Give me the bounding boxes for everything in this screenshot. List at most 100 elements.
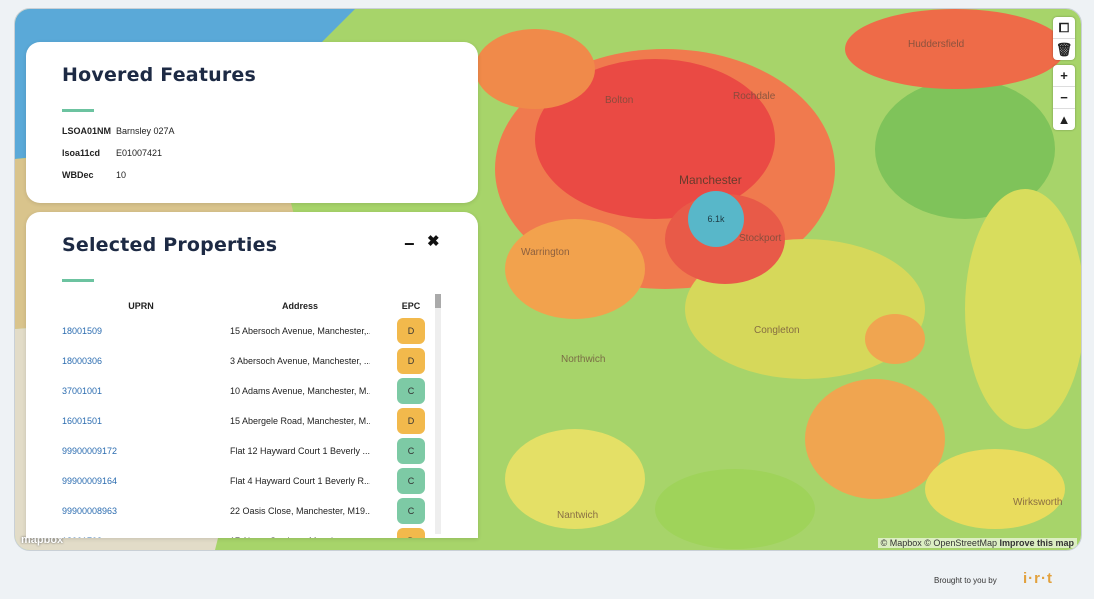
compass-icon: ▲ [1057,112,1071,127]
selected-properties-panel: Selected Properties − ✖ UPRN Address EPC… [26,212,478,538]
minus-icon: − [404,234,415,254]
uprn-cell[interactable]: 99900008963 [52,496,230,526]
epc-badge: D [397,408,425,434]
epc-cell: C [370,466,452,496]
hovered-features-panel: Hovered Features LSOA01NM Barnsley 027A l… [26,42,478,203]
map-label-stockport: Stockport [739,233,782,244]
uprn-cell[interactable]: 18001509 [52,316,230,346]
close-button[interactable]: ✖ [427,232,440,250]
address-text: Flat 12 Hayward Court 1 Beverly ... [230,446,370,456]
table-row[interactable]: 99900009164 Flat 4 Hayward Court 1 Beverl… [52,466,452,496]
feature-key: LSOA01NM [62,126,112,136]
uprn-cell[interactable]: 16001501 [52,406,230,436]
title-accent [62,279,94,282]
epc-badge: C [397,498,425,524]
close-icon: ✖ [427,233,440,250]
epc-cell: C [370,436,452,466]
address-cell: 15 Abergele Road, Manchester, M... [230,406,370,436]
address-cell: 3 Abersoch Avenue, Manchester, ... [230,346,370,376]
epc-badge: D [397,348,425,374]
map-label-northwich: Northwich [561,354,606,365]
minimize-button[interactable]: − [404,234,415,255]
epc-header[interactable]: EPC [401,301,421,311]
feature-row: WBDec 10 [62,170,126,180]
cluster-marker[interactable]: 6.1k [688,191,744,247]
scrollbar-thumb[interactable] [435,294,441,308]
map-label-warrington: Warrington [521,247,570,258]
map-label-wirksworth: Wirksworth [1013,497,1063,508]
uprn-cell[interactable]: 99900009172 [52,436,230,466]
table-row[interactable]: 18001509 15 Abersoch Avenue, Manchester,.… [52,316,452,346]
feature-row: LSOA01NM Barnsley 027A [62,126,175,136]
attribution-osm[interactable]: © OpenStreetMap [924,538,997,548]
map-label-rochdale: Rochdale [733,91,776,102]
address-cell: 15 Abersoch Avenue, Manchester,... [230,316,370,346]
improve-map-link[interactable]: Improve this map [999,538,1074,548]
address-cell: Flat 12 Hayward Court 1 Beverly ... [230,436,370,466]
table-scrollbar[interactable] [435,294,441,534]
epc-cell: D [370,316,452,346]
map-label-manchester: Manchester [679,173,742,187]
uprn-link[interactable]: 99900008963 [62,506,118,516]
address-text: 15 Abergele Road, Manchester, M... [230,416,370,426]
address-text: 3 Abersoch Avenue, Manchester, ... [230,356,370,366]
selected-properties-title: Selected Properties [62,234,278,256]
uprn-link[interactable]: 99900009172 [62,446,118,456]
uprn-link[interactable]: 18001509 [62,326,103,336]
map-label-nantwich: Nantwich [557,510,599,521]
irt-logo: i·r·t [1023,570,1053,587]
attribution-mapbox[interactable]: © Mapbox [880,538,922,548]
table-row[interactable]: 37001001 10 Adams Avenue, Manchester, M..… [52,376,452,406]
table-row[interactable]: 18001703 17 Alston Gardens, Manchester, .… [52,526,452,538]
draw-polygon-button[interactable]: ⧠ [1053,17,1075,39]
address-cell: 17 Alston Gardens, Manchester, ... [230,526,370,538]
address-text: 10 Adams Avenue, Manchester, M... [230,386,370,396]
epc-cell: D [370,406,452,436]
uprn-link[interactable]: 18001703 [62,536,102,538]
draw-controls: ⧠ 🗑 [1053,17,1075,60]
minus-icon: − [1060,90,1068,105]
uprn-link[interactable]: 99900009164 [62,476,118,486]
epc-cell: C [370,376,452,406]
epc-cell: D [370,526,452,538]
table-header-row: UPRN Address EPC [52,296,452,316]
feature-key: lsoa11cd [62,148,101,158]
delete-button[interactable]: 🗑 [1053,39,1075,60]
zoom-out-button[interactable]: − [1053,87,1075,109]
uprn-cell[interactable]: 18000306 [52,346,230,376]
address-cell: 10 Adams Avenue, Manchester, M... [230,376,370,406]
plus-icon: + [1060,68,1068,83]
epc-badge: C [397,378,425,404]
feature-value: 10 [116,170,127,180]
uprn-link[interactable]: 37001001 [62,386,103,396]
polygon-icon: ⧠ [1058,19,1070,35]
address-text: 17 Alston Gardens, Manchester, ... [230,536,370,538]
address-cell: 22 Oasis Close, Manchester, M19... [230,496,370,526]
map-attribution: © Mapbox © OpenStreetMap Improve this ma… [877,538,1077,548]
compass-button[interactable]: ▲ [1053,109,1075,130]
epc-cell: C [370,496,452,526]
uprn-cell[interactable]: 37001001 [52,376,230,406]
table-row[interactable]: 99900009172 Flat 12 Hayward Court 1 Bever… [52,436,452,466]
table-row[interactable]: 16001501 15 Abergele Road, Manchester, M.… [52,406,452,436]
epc-badge: C [397,438,425,464]
table-row[interactable]: 99900008963 22 Oasis Close, Manchester, M… [52,496,452,526]
map-label-congleton: Congleton [754,325,800,336]
zoom-controls: + − ▲ [1053,65,1075,130]
uprn-cell[interactable]: 18001703 [52,526,230,538]
zoom-in-button[interactable]: + [1053,65,1075,87]
title-accent [62,109,94,112]
epc-badge: D [397,528,425,538]
uprn-link[interactable]: 18000306 [62,356,103,366]
feature-row: lsoa11cd E01007421 [62,148,162,158]
address-header[interactable]: Address [281,301,318,311]
feature-value: Barnsley 027A [116,126,175,136]
uprn-cell[interactable]: 99900009164 [52,466,230,496]
map-label-bolton: Bolton [605,95,634,106]
uprn-link[interactable]: 16001501 [62,416,103,426]
brought-to-you-text: Brought to you by [934,576,997,585]
epc-cell: D [370,346,452,376]
table-row[interactable]: 18000306 3 Abersoch Avenue, Manchester, .… [52,346,452,376]
feature-key: WBDec [62,170,94,180]
uprn-header[interactable]: UPRN [128,301,154,311]
